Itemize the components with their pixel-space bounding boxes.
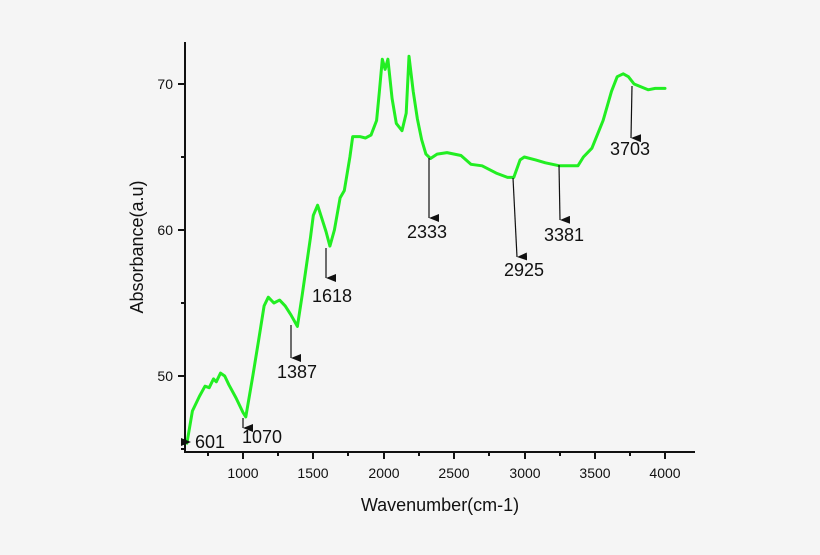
- annotations: 601 1070 1387 1618 2333 2925 3381 3703: [181, 85, 650, 452]
- x-tick-2500: 2500: [438, 465, 469, 481]
- x-tick-4000: 4000: [649, 465, 680, 481]
- annotation-1618: 1618: [312, 286, 352, 306]
- annotation-2333: 2333: [407, 222, 447, 242]
- annotation-601: 601: [195, 432, 225, 452]
- x-ticks: [207, 452, 666, 459]
- x-tick-3000: 3000: [509, 465, 540, 481]
- annotation-arrow-2925: [512, 177, 528, 261]
- y-tick-50: 50: [157, 368, 173, 384]
- x-tick-2000: 2000: [368, 465, 399, 481]
- y-tick-70: 70: [157, 76, 173, 92]
- annotation-arrow-3703: [630, 85, 642, 143]
- y-axis-title: Absorbance(a.u): [127, 180, 147, 313]
- annotation-2925: 2925: [504, 260, 544, 280]
- annotation-arrow-3381: [558, 164, 571, 224]
- x-tick-1500: 1500: [297, 465, 328, 481]
- annotation-1387: 1387: [277, 362, 317, 382]
- y-tick-60: 60: [157, 222, 173, 238]
- annotation-3703: 3703: [610, 139, 650, 159]
- x-axis-title: Wavenumber(cm-1): [361, 495, 519, 515]
- x-tick-1000: 1000: [227, 465, 258, 481]
- annotation-3381: 3381: [544, 225, 584, 245]
- annotation-marker-601: [181, 438, 191, 446]
- x-tick-3500: 3500: [579, 465, 610, 481]
- spectrum-line: [185, 54, 667, 445]
- annotation-1070: 1070: [242, 427, 282, 447]
- y-ticks: [178, 83, 185, 450]
- axes: [184, 42, 695, 453]
